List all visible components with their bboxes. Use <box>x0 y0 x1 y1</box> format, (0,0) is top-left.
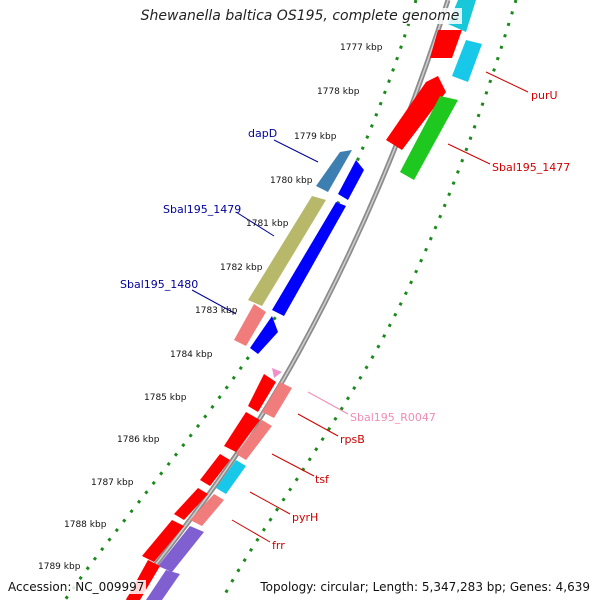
gene-feature-Sbal195_R0047[interactable] <box>272 368 282 378</box>
gene-feature-tsf[interactable] <box>236 420 272 460</box>
gene-feature-frr[interactable] <box>190 494 224 526</box>
kbp-label: 1784 kbp <box>170 350 213 360</box>
gene-feature-reverse[interactable] <box>338 160 364 200</box>
gene-label-frr[interactable]: frr <box>272 539 285 552</box>
gene-feature-forward[interactable] <box>386 76 446 150</box>
gene-label-pyrH[interactable]: pyrH <box>292 511 318 524</box>
label-line-tsf <box>271 453 315 477</box>
kbp-label: 1777 kbp <box>340 43 383 53</box>
gene-feature-Sbal195_1477[interactable] <box>400 96 458 180</box>
gene-label-Sbal195_R0047[interactable]: Sbal195_R0047 <box>350 411 436 424</box>
map-title: Shewanella baltica OS195, complete genom… <box>0 8 600 24</box>
topology-text: Topology: circular; Length: 5,347,283 bp… <box>258 580 592 594</box>
gene-feature-Sbal195_1479[interactable] <box>248 196 326 306</box>
gene-feature-reverse[interactable] <box>250 316 278 354</box>
kbp-label: 1780 kbp <box>270 176 313 186</box>
label-line-Sbal195_1480 <box>191 289 237 315</box>
map-title-text: Shewanella baltica OS195, complete genom… <box>137 8 463 24</box>
gene-label-rpsB[interactable]: rpsB <box>340 433 365 446</box>
label-line-rpsB <box>297 413 339 437</box>
accession-text: Accession: NC_009997 <box>6 580 147 594</box>
kbp-label: 1782 kbp <box>220 263 263 273</box>
gene-feature-pyrH[interactable] <box>216 460 246 494</box>
gene-feature-purU[interactable] <box>452 40 482 82</box>
gene-label-Sbal195_1477[interactable]: Sbal195_1477 <box>492 161 570 174</box>
outer-tick-ring <box>220 0 518 600</box>
kbp-label: 1783 kbp <box>195 306 238 316</box>
gene-label-Sbal195_1480[interactable]: Sbal195_1480 <box>120 278 198 291</box>
inner-tick-ring <box>63 0 418 600</box>
label-line-pyrH <box>249 491 291 515</box>
gene-feature-forward[interactable] <box>158 526 204 572</box>
gene-feature-forward[interactable] <box>174 488 208 520</box>
label-line-frr <box>231 519 271 543</box>
gene-feature-forward[interactable] <box>430 30 462 58</box>
label-line-dapD <box>273 139 319 163</box>
gene-label-Sbal195_1479[interactable]: Sbal195_1479 <box>163 203 241 216</box>
gene-feature-forward[interactable] <box>248 374 276 412</box>
kbp-label: 1781 kbp <box>246 219 289 229</box>
kbp-label: 1789 kbp <box>38 562 81 572</box>
gene-label-dapD[interactable]: dapD <box>248 127 277 140</box>
gene-label-tsf[interactable]: tsf <box>315 473 330 486</box>
label-line-Sbal195_R0047 <box>307 391 349 415</box>
kbp-label: 1786 kbp <box>117 435 160 445</box>
label-line-purU <box>485 71 529 93</box>
gene-feature-forward[interactable] <box>224 412 260 452</box>
gene-feature-Sbal195_1480[interactable] <box>234 304 266 346</box>
gene-feature-forward[interactable] <box>142 520 184 562</box>
kbp-label: 1779 kbp <box>294 132 337 142</box>
gene-label-purU[interactable]: purU <box>531 89 558 102</box>
kbp-label: 1787 kbp <box>91 478 134 488</box>
gene-feature-Sbal195_1480-fwd[interactable] <box>272 202 346 316</box>
kbp-label: 1778 kbp <box>317 87 360 97</box>
label-line-Sbal195_1477 <box>447 143 491 165</box>
kbp-label: 1788 kbp <box>64 520 107 530</box>
label-line-Sbal195_1479 <box>235 211 275 237</box>
gene-feature-dapD[interactable] <box>316 150 352 192</box>
kbp-label: 1785 kbp <box>144 393 187 403</box>
gene-feature-forward[interactable] <box>146 570 180 600</box>
gene-feature-rpsB[interactable] <box>262 382 292 418</box>
gene-feature-forward[interactable] <box>200 454 230 486</box>
